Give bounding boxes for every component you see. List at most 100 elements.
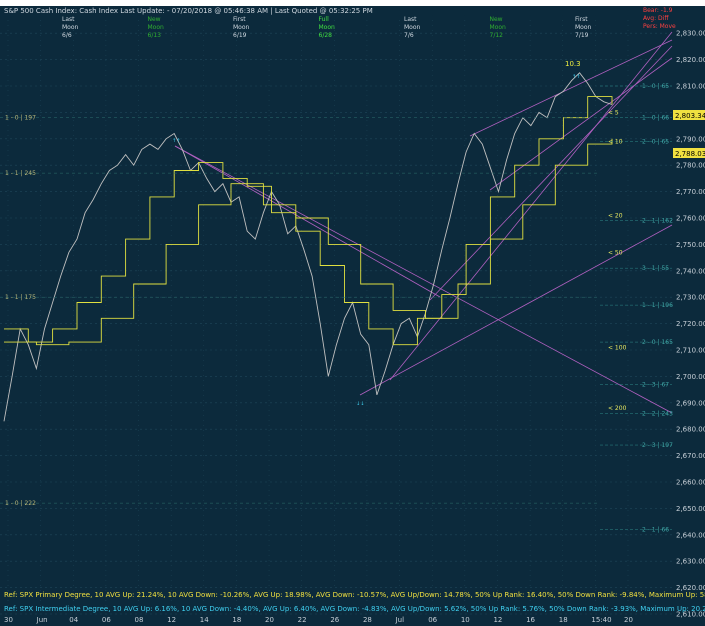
y-tick-label: 2,760.00 — [676, 215, 705, 223]
uptrend-line-mid — [429, 45, 673, 301]
moon-phase-label: New — [490, 16, 503, 23]
x-tick-label: 30 — [4, 616, 13, 624]
fib-left-label: 1 - 0 | 222 — [5, 500, 36, 507]
x-tick-label: 04 — [69, 616, 78, 624]
x-tick-label: 22 — [298, 616, 307, 624]
primary-degree-stats: Ref: SPX Primary Degree, 10 AVG Up: 21.2… — [4, 591, 705, 599]
moon-word-label: Moon — [148, 24, 165, 31]
x-tick-label: 20 — [265, 616, 274, 624]
y-tick-label: 2,640.00 — [676, 531, 705, 539]
downtrend-line-lower — [174, 145, 673, 414]
x-tick-label: 14 — [200, 616, 209, 624]
chart-title: S&P 500 Cash Index: Cash Index Last Upda… — [4, 7, 373, 15]
price-axis — [672, 6, 705, 614]
plot-area — [0, 6, 672, 614]
moon-word-label: Moon — [575, 24, 592, 31]
x-tick-label: 06 — [428, 616, 437, 624]
moon-phase-label: Last — [62, 16, 75, 23]
x-tick-label: 12 — [493, 616, 502, 624]
moon-word-label: Moon — [404, 24, 421, 31]
fib-level-label: 1 - 1 | 196 — [642, 302, 673, 309]
y-tick-label: 2,710.00 — [676, 347, 705, 355]
sentiment-flag: Pers: Move — [643, 23, 676, 30]
y-tick-label: 2,780.00 — [676, 162, 705, 170]
y-tick-label: 2,670.00 — [676, 452, 705, 460]
ma-label: < 200 — [608, 405, 627, 412]
y-tick-label: 2,610.00 — [676, 611, 705, 619]
channel-top-line — [469, 39, 673, 137]
fib-left-label: 1 - 1 | 245 — [5, 170, 36, 177]
moon-phase-label: Last — [404, 16, 417, 23]
fib-level-label: 2 - 3 | 197 — [642, 442, 673, 449]
moon-phase-label: First — [575, 16, 588, 23]
x-tick-label: 08 — [135, 616, 144, 624]
trend-channels — [174, 31, 673, 414]
x-tick-label: 12 — [167, 616, 176, 624]
fib-level-label: 3 - 1 | 55 — [642, 265, 669, 272]
ma-label: < 50 — [608, 249, 623, 256]
sentiment-flag: Avg: Diff — [643, 15, 669, 22]
y-tick-label: 2,660.00 — [676, 479, 705, 487]
y-tick-label: 2,630.00 — [676, 558, 705, 566]
moon-date-label: 6/28 — [319, 32, 333, 39]
y-tick-label: 2,750.00 — [676, 241, 705, 249]
fib-left-label: 1 - 1 | 175 — [5, 294, 36, 301]
uptrend-line-steep — [389, 31, 673, 381]
x-tick-label: Jul — [395, 616, 405, 624]
x-tick-label: 10 — [461, 616, 470, 624]
fib-level-label: 2 - 0 | 65 — [642, 138, 669, 145]
price-box-ma-text: 2,788.03 — [675, 150, 705, 158]
x-tick-label: 18 — [559, 616, 568, 624]
fib-level-label: 2 - 1 | 66 — [642, 527, 669, 534]
y-tick-label: 2,620.00 — [676, 584, 705, 592]
moon-date-label: 7/12 — [490, 32, 504, 39]
y-tick-label: 2,740.00 — [676, 267, 705, 275]
y-tick-label: 2,830.00 — [676, 30, 705, 38]
ma-label: < 100 — [608, 344, 627, 351]
y-tick-label: 2,680.00 — [676, 426, 705, 434]
ma-label: < 10 — [608, 138, 623, 145]
y-tick-label: 2,690.00 — [676, 399, 705, 407]
x-tick-label: 16 — [526, 616, 535, 624]
fib-left-label: 1 - 0 | 197 — [5, 115, 36, 122]
moon-word-label: Moon — [233, 24, 250, 31]
x-tick-label: 06 — [102, 616, 111, 624]
time-axis — [0, 614, 705, 626]
ma-label: < 20 — [608, 212, 623, 219]
x-tick-label: 18 — [232, 616, 241, 624]
moon-date-label: 7/6 — [404, 32, 414, 39]
moon-phase-label: First — [233, 16, 246, 23]
peak-label: 10.3 — [565, 60, 581, 68]
x-tick-label: 20 — [624, 616, 633, 624]
y-tick-label: 2,790.00 — [676, 135, 705, 143]
moving-average-slow — [4, 138, 613, 346]
y-tick-label: 2,730.00 — [676, 294, 705, 302]
downtrend-line-upper — [174, 145, 441, 298]
fib-level-label: 1 - 0 | 65 — [642, 83, 669, 90]
moving-average-fast — [4, 96, 613, 346]
moon-date-label: 6/19 — [233, 32, 247, 39]
fib-level-label: 2 - 2 | 243 — [642, 410, 673, 417]
y-tick-label: 2,720.00 — [676, 320, 705, 328]
moon-phase-label: Full — [319, 16, 330, 23]
moon-date-label: 6/13 — [148, 32, 162, 39]
price-series-line — [3, 72, 613, 422]
fib-level-label: 2 - 0 | 165 — [642, 339, 673, 346]
moon-word-label: Moon — [490, 24, 507, 31]
intermediate-degree-stats: Ref: SPX Intermediate Degree, 10 AVG Up:… — [4, 605, 705, 613]
moon-date-label: 6/6 — [62, 32, 72, 39]
price-box-last-text: 2,803.34 — [675, 112, 705, 120]
moon-word-label: Moon — [319, 24, 336, 31]
x-tick-label: 26 — [330, 616, 339, 624]
x-tick-label: 15:40 — [591, 616, 611, 624]
channel-bottom-line — [489, 57, 673, 191]
y-tick-label: 2,770.00 — [676, 188, 705, 196]
uptrend-base-line — [359, 224, 673, 396]
x-tick-label: 28 — [363, 616, 372, 624]
fib-level-label: 2 - 1 | 162 — [642, 218, 673, 225]
fib-level-label: 2 - 3 | 67 — [642, 381, 669, 388]
pivot-high-marker-2: ↑↑ — [172, 138, 180, 144]
moon-phase-label: New — [148, 16, 161, 23]
